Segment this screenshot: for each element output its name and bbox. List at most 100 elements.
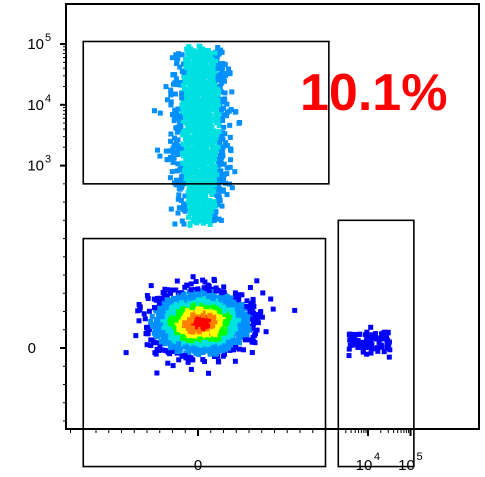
event-point — [263, 329, 269, 335]
event-point — [175, 314, 181, 320]
event-point — [185, 189, 191, 195]
event-point — [216, 122, 222, 128]
event-point — [374, 345, 380, 351]
event-point — [185, 203, 191, 209]
event-point — [190, 325, 195, 331]
event-point — [148, 283, 154, 289]
y-tick-exponent: 5 — [45, 32, 51, 44]
event-point — [212, 104, 218, 110]
event-point — [204, 314, 210, 319]
event-point — [137, 307, 143, 313]
event-point — [202, 99, 208, 105]
event-point — [207, 222, 213, 227]
event-point — [260, 290, 266, 296]
event-point — [189, 139, 195, 145]
event-point — [174, 61, 180, 66]
event-point — [180, 132, 186, 138]
event-point — [206, 293, 212, 299]
event-point — [204, 328, 210, 333]
event-point — [176, 357, 182, 363]
event-point — [227, 305, 233, 311]
event-point — [239, 292, 245, 298]
event-point — [152, 305, 158, 310]
event-point — [227, 122, 233, 128]
event-point — [196, 119, 201, 125]
event-point — [229, 89, 235, 95]
event-point — [221, 161, 227, 167]
event-point — [202, 72, 208, 77]
event-point — [154, 322, 159, 328]
event-point — [178, 163, 184, 169]
event-point — [157, 342, 163, 348]
event-point — [181, 221, 187, 227]
event-point — [169, 315, 175, 321]
event-point — [208, 75, 214, 81]
event-point — [210, 131, 216, 137]
event-point — [384, 337, 390, 343]
event-point — [154, 340, 160, 346]
event-point — [233, 345, 239, 350]
event-point — [214, 336, 220, 342]
event-point — [183, 159, 189, 164]
event-point — [197, 126, 203, 132]
event-point — [174, 109, 179, 115]
event-point — [168, 154, 173, 160]
event-point — [222, 71, 228, 76]
event-point — [182, 208, 188, 214]
event-point — [173, 287, 179, 293]
event-point — [163, 84, 169, 90]
event-point — [202, 95, 208, 101]
event-point — [227, 134, 233, 140]
event-point — [202, 173, 208, 178]
event-point — [183, 155, 189, 161]
event-point — [231, 303, 236, 309]
event-point — [184, 139, 189, 145]
event-point — [255, 320, 261, 326]
event-point — [154, 346, 160, 352]
event-point — [216, 61, 222, 67]
event-point — [212, 163, 218, 169]
event-point — [179, 300, 185, 306]
event-point — [144, 342, 150, 348]
event-point — [193, 175, 199, 181]
event-point — [202, 83, 208, 89]
event-point — [206, 370, 211, 376]
gate-lower-left[interactable] — [82, 237, 327, 468]
event-point — [180, 306, 186, 312]
event-point — [187, 355, 192, 361]
event-point — [242, 331, 248, 337]
event-point — [176, 335, 182, 341]
event-point — [187, 291, 193, 297]
event-point — [174, 306, 180, 312]
event-point — [211, 204, 217, 210]
event-point — [197, 212, 203, 218]
event-point — [150, 324, 156, 330]
event-point — [196, 306, 201, 312]
event-point — [216, 103, 222, 109]
event-point — [170, 324, 176, 330]
event-point — [202, 346, 208, 352]
event-point — [218, 47, 224, 53]
event-point — [181, 167, 186, 173]
event-point — [189, 315, 195, 321]
event-point — [196, 193, 201, 199]
event-point — [196, 70, 202, 76]
event-point — [233, 294, 239, 300]
event-point — [189, 201, 195, 207]
event-point — [199, 186, 205, 192]
event-point — [167, 309, 173, 315]
event-point — [203, 126, 209, 132]
gate-lower-right[interactable] — [337, 219, 415, 468]
gate-upper-left[interactable] — [82, 40, 330, 185]
event-point — [186, 320, 192, 326]
event-point — [195, 286, 201, 292]
event-point — [137, 304, 143, 310]
event-point — [210, 345, 216, 351]
event-point — [169, 55, 175, 61]
event-point — [215, 45, 221, 50]
event-point — [200, 189, 206, 195]
event-point — [224, 343, 230, 349]
event-point — [215, 176, 220, 182]
event-point — [216, 162, 222, 168]
